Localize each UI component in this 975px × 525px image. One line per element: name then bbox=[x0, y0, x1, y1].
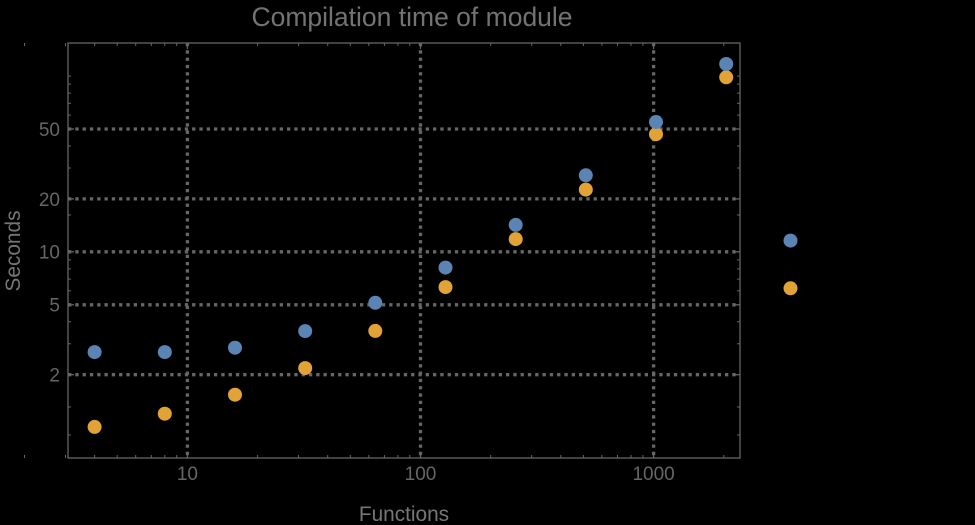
svg-text:Seconds: Seconds bbox=[2, 211, 25, 292]
svg-text:50: 50 bbox=[39, 120, 60, 141]
svg-text:2: 2 bbox=[49, 366, 60, 387]
svg-text:20: 20 bbox=[39, 190, 60, 211]
svg-text:10: 10 bbox=[177, 464, 198, 485]
svg-text:1000: 1000 bbox=[632, 464, 674, 485]
svg-text:5: 5 bbox=[49, 296, 60, 317]
svg-text:Compilation time of module: Compilation time of module bbox=[251, 2, 572, 32]
svg-text:10: 10 bbox=[39, 243, 60, 264]
svg-text:100: 100 bbox=[405, 464, 437, 485]
svg-text:Functions: Functions bbox=[359, 503, 449, 525]
